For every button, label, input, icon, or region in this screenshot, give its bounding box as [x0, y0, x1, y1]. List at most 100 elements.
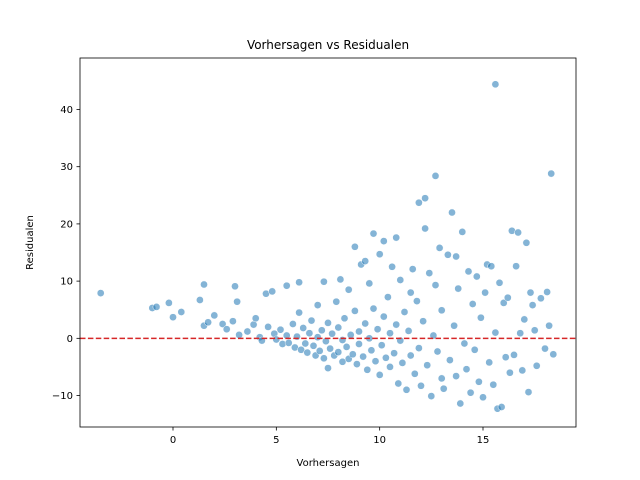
data-point — [367, 346, 376, 355]
data-point — [289, 320, 297, 328]
data-point — [475, 377, 483, 386]
data-point — [431, 172, 440, 180]
data-point — [437, 374, 446, 383]
x-tick-label: 5 — [273, 435, 279, 446]
data-point — [400, 308, 409, 316]
data-point — [541, 344, 549, 353]
data-point — [408, 265, 417, 273]
data-point — [218, 320, 227, 328]
data-point — [361, 257, 370, 265]
x-tick-label: 10 — [373, 435, 386, 446]
data-point — [532, 361, 541, 370]
data-point — [295, 278, 303, 287]
data-point — [204, 318, 212, 327]
data-point — [361, 319, 370, 328]
data-point — [468, 300, 477, 308]
data-point — [375, 371, 384, 379]
data-point — [320, 354, 328, 363]
data-point — [518, 366, 527, 375]
data-point — [268, 287, 277, 296]
data-point — [371, 357, 380, 366]
data-point — [326, 344, 334, 353]
data-point — [336, 275, 345, 284]
data-point — [526, 288, 535, 297]
data-point — [243, 327, 252, 336]
data-point — [433, 347, 442, 356]
data-point — [520, 315, 529, 324]
data-point — [501, 353, 510, 362]
data-point — [355, 340, 363, 348]
data-point — [503, 293, 512, 302]
data-point — [415, 198, 423, 207]
data-point — [309, 341, 318, 350]
data-point — [379, 312, 388, 321]
data-point — [394, 379, 403, 388]
data-point — [390, 349, 398, 358]
y-tick-label: 0 — [67, 334, 73, 345]
data-point — [295, 308, 303, 317]
data-point — [303, 348, 312, 357]
data-point — [165, 299, 173, 307]
data-point — [365, 279, 374, 288]
x-axis-label: Vorhersagen — [297, 458, 360, 469]
data-point — [305, 329, 314, 338]
data-point — [231, 282, 239, 291]
data-point — [348, 350, 357, 359]
data-point — [481, 288, 489, 297]
data-point — [320, 277, 328, 286]
data-point — [299, 324, 308, 332]
data-point — [404, 327, 413, 335]
x-tick-label: 0 — [170, 435, 176, 446]
data-point — [472, 272, 481, 281]
data-point — [487, 262, 496, 271]
y-axis-ticks: −10 0 10 20 30 40 — [52, 105, 80, 402]
data-point — [466, 388, 475, 397]
data-point — [489, 380, 498, 389]
data-point — [423, 361, 432, 370]
data-point — [410, 369, 419, 378]
data-point — [317, 326, 326, 335]
data-point — [460, 339, 469, 348]
data-point — [530, 326, 539, 335]
data-point — [386, 329, 394, 338]
data-point — [377, 341, 386, 350]
y-tick-label: 10 — [60, 277, 73, 288]
data-point — [439, 384, 448, 393]
data-point — [235, 331, 243, 339]
data-point — [359, 352, 367, 361]
data-point — [547, 169, 556, 178]
data-point — [338, 336, 347, 344]
data-point — [373, 325, 382, 334]
data-point — [355, 327, 363, 336]
data-point — [479, 393, 487, 402]
data-point — [386, 363, 394, 371]
data-point — [210, 311, 219, 320]
data-point — [491, 328, 500, 337]
data-point — [429, 331, 438, 340]
data-point — [425, 269, 434, 277]
data-point — [251, 314, 260, 323]
data-point — [313, 333, 322, 342]
x-tick-label: 15 — [477, 435, 490, 446]
data-point — [196, 296, 204, 304]
data-point — [338, 357, 347, 366]
data-point — [421, 194, 429, 203]
y-tick-label: 40 — [60, 105, 73, 116]
data-point — [499, 299, 508, 307]
y-tick-label: 30 — [60, 162, 73, 173]
data-point — [452, 372, 460, 380]
plot-frame — [79, 57, 577, 428]
data-point — [328, 329, 336, 338]
data-point — [417, 381, 425, 390]
data-point — [313, 301, 322, 309]
data-point — [169, 313, 177, 322]
data-point — [222, 325, 231, 334]
data-point — [452, 252, 460, 261]
data-point — [392, 233, 401, 242]
data-point — [450, 321, 458, 330]
data-point — [545, 321, 553, 330]
points-layer — [96, 80, 558, 413]
data-point — [344, 285, 353, 294]
data-point — [437, 306, 446, 315]
data-point — [528, 301, 537, 309]
